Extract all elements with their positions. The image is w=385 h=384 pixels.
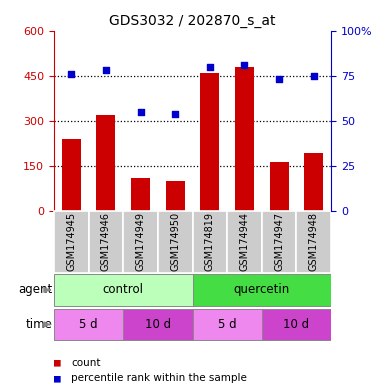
Text: control: control [103,283,144,296]
Bar [262,211,296,273]
Text: GSM174947: GSM174947 [274,212,284,271]
Point [311,73,317,79]
Point [137,109,144,115]
Bar [158,211,192,273]
Bar [54,309,123,340]
Text: GSM174819: GSM174819 [205,212,215,271]
Bar [54,274,192,306]
Bar [166,181,185,211]
Text: agent: agent [18,283,52,296]
Bar [89,211,123,273]
Bar [192,274,331,306]
Point [241,62,248,68]
Text: quercetin: quercetin [234,283,290,296]
Point [172,111,178,117]
Text: 5 d: 5 d [218,318,236,331]
Bar [192,211,227,273]
Bar [96,115,116,211]
Text: GSM174944: GSM174944 [239,212,249,271]
Text: GSM174950: GSM174950 [170,212,180,271]
Bar [304,152,323,211]
Point [68,71,74,77]
Text: 10 d: 10 d [145,318,171,331]
Bar [54,211,89,273]
Text: ■: ■ [54,373,67,383]
Bar [270,162,289,211]
Text: count: count [71,358,101,368]
Point [207,64,213,70]
Bar [123,309,192,340]
Text: 10 d: 10 d [283,318,310,331]
Point [276,76,282,83]
Bar [192,309,262,340]
Bar [131,177,150,211]
Bar [235,67,254,211]
Text: GSM174948: GSM174948 [309,212,319,271]
Point [103,67,109,73]
Text: GSM174949: GSM174949 [136,212,146,271]
Text: 5 d: 5 d [79,318,98,331]
Text: GSM174946: GSM174946 [101,212,111,271]
Text: ■: ■ [54,358,67,368]
Text: percentile rank within the sample: percentile rank within the sample [71,373,247,383]
Bar [296,211,331,273]
Title: GDS3032 / 202870_s_at: GDS3032 / 202870_s_at [109,14,276,28]
Text: GSM174945: GSM174945 [66,212,76,271]
Bar [227,211,262,273]
Bar [123,211,158,273]
Bar [200,73,219,211]
Bar [62,139,81,211]
Bar [262,309,331,340]
Text: time: time [25,318,52,331]
